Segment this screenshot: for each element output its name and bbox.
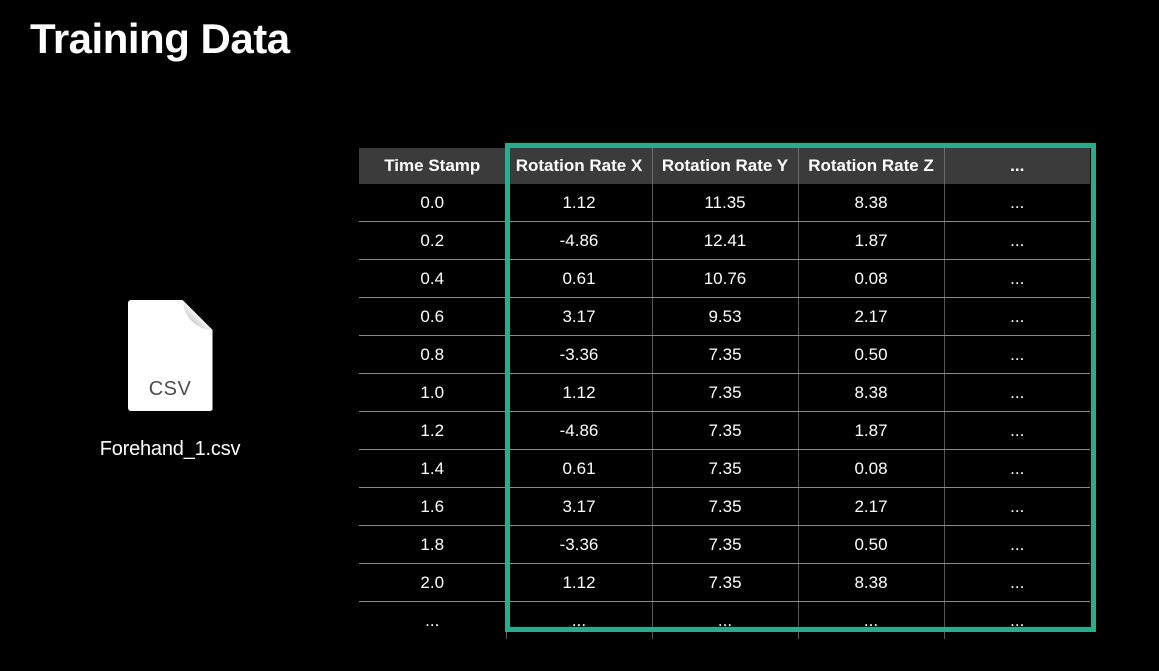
table-row: 0.0 1.12 11.35 8.38... xyxy=(359,184,1090,222)
table-row: 2.0 1.12 7.35 8.38... xyxy=(359,563,1090,602)
column-header: Rotation Rate Y xyxy=(651,148,798,184)
table-cell: 11.35 xyxy=(651,184,798,222)
table-cell: ... xyxy=(943,184,1090,222)
file-fold-corner-icon xyxy=(183,300,213,330)
table-cell: 7.35 xyxy=(651,449,798,488)
table-cell: ... xyxy=(943,259,1090,298)
table-cell: 1.87 xyxy=(797,221,944,260)
table-cell: 3.17 xyxy=(505,487,652,526)
table-cell: 7.35 xyxy=(651,335,798,374)
table-header-row: Time Stamp Rotation Rate X Rotation Rate Y… xyxy=(359,148,1090,184)
file-name-label: Forehand_1.csv xyxy=(99,438,241,460)
table-cell: ... xyxy=(943,487,1090,526)
table-cell: ... xyxy=(797,601,944,639)
table-cell: ... xyxy=(505,601,652,639)
table-cell: 0.8 xyxy=(359,335,506,374)
table-cell: 10.76 xyxy=(651,259,798,298)
column-header: Rotation Rate Z xyxy=(797,148,944,184)
table-cell: 8.38 xyxy=(797,184,944,222)
table-cell: 2.0 xyxy=(359,563,506,602)
table-row: 0.6 3.17 9.53 2.17... xyxy=(359,297,1090,336)
table-cell: ... xyxy=(943,411,1090,450)
table-cell: 8.38 xyxy=(797,373,944,412)
table-cell: 12.41 xyxy=(651,221,798,260)
data-table: Time Stamp Rotation Rate X Rotation Rate Y… xyxy=(359,148,1090,639)
table-row: 0.8 -3.36 7.35 0.50... xyxy=(359,335,1090,374)
table-cell: 0.50 xyxy=(797,335,944,374)
table-cell: 1.0 xyxy=(359,373,506,412)
table-cell: 0.0 xyxy=(359,184,506,222)
table-cell: 7.35 xyxy=(651,487,798,526)
table-cell: 0.08 xyxy=(797,449,944,488)
table-row: 0.2 -4.86 12.41 1.87... xyxy=(359,221,1090,260)
table-cell: ... xyxy=(943,335,1090,374)
page-title: Training Data xyxy=(30,15,290,62)
table-body: 0.0 1.12 11.35 8.38... 0.2 -4.86 12.41 1.87... 0… xyxy=(359,184,1090,639)
table-cell: ... xyxy=(943,563,1090,602)
table-row: 1.6 3.17 7.35 2.17... xyxy=(359,487,1090,526)
table-cell: 0.50 xyxy=(797,525,944,564)
table-cell: ... xyxy=(943,449,1090,488)
table-row: ............... xyxy=(359,601,1090,639)
table-cell: 0.2 xyxy=(359,221,506,260)
table-cell: 1.8 xyxy=(359,525,506,564)
table-cell: 1.12 xyxy=(505,563,652,602)
table-cell: 2.17 xyxy=(797,297,944,336)
table-cell: 2.17 xyxy=(797,487,944,526)
table-cell: ... xyxy=(943,221,1090,260)
table-cell: 0.6 xyxy=(359,297,506,336)
csv-file[interactable]: CSV Forehand_1.csv xyxy=(70,300,270,461)
table-cell: 1.2 xyxy=(359,411,506,450)
table-cell: -4.86 xyxy=(505,221,652,260)
csv-file-icon[interactable]: CSV xyxy=(128,300,213,411)
table-cell: ... xyxy=(943,373,1090,412)
table-cell: 0.4 xyxy=(359,259,506,298)
table-cell: ... xyxy=(943,525,1090,564)
table-cell: ... xyxy=(943,601,1090,639)
table-cell: ... xyxy=(943,297,1090,336)
file-type-label: CSV xyxy=(148,378,192,400)
table-cell: 1.87 xyxy=(797,411,944,450)
table-cell: 9.53 xyxy=(651,297,798,336)
column-header: ... xyxy=(943,148,1090,184)
table-cell: ... xyxy=(651,601,798,639)
column-header: Time Stamp xyxy=(359,148,506,184)
table-row: 1.8 -3.36 7.35 0.50... xyxy=(359,525,1090,564)
column-header: Rotation Rate X xyxy=(505,148,652,184)
table-cell: 8.38 xyxy=(797,563,944,602)
table-cell: -3.36 xyxy=(505,525,652,564)
table-cell: 1.12 xyxy=(505,184,652,222)
table-cell: -4.86 xyxy=(505,411,652,450)
table-row: 1.2 -4.86 7.35 1.87... xyxy=(359,411,1090,450)
table-cell: 7.35 xyxy=(651,525,798,564)
table-row: 0.4 0.61 10.76 0.08... xyxy=(359,259,1090,298)
table-cell: 7.35 xyxy=(651,563,798,602)
table-cell: 0.08 xyxy=(797,259,944,298)
table-cell: 3.17 xyxy=(505,297,652,336)
table-cell: 7.35 xyxy=(651,411,798,450)
table-cell: 0.61 xyxy=(505,259,652,298)
table-cell: 7.35 xyxy=(651,373,798,412)
table-cell: -3.36 xyxy=(505,335,652,374)
table-row: 1.0 1.12 7.35 8.38... xyxy=(359,373,1090,412)
table-row: 1.4 0.61 7.35 0.08... xyxy=(359,449,1090,488)
table-cell: 1.4 xyxy=(359,449,506,488)
table-cell: 1.12 xyxy=(505,373,652,412)
table-cell: ... xyxy=(425,610,440,630)
table-cell: 0.61 xyxy=(505,449,652,488)
table-cell: 1.6 xyxy=(359,487,506,526)
